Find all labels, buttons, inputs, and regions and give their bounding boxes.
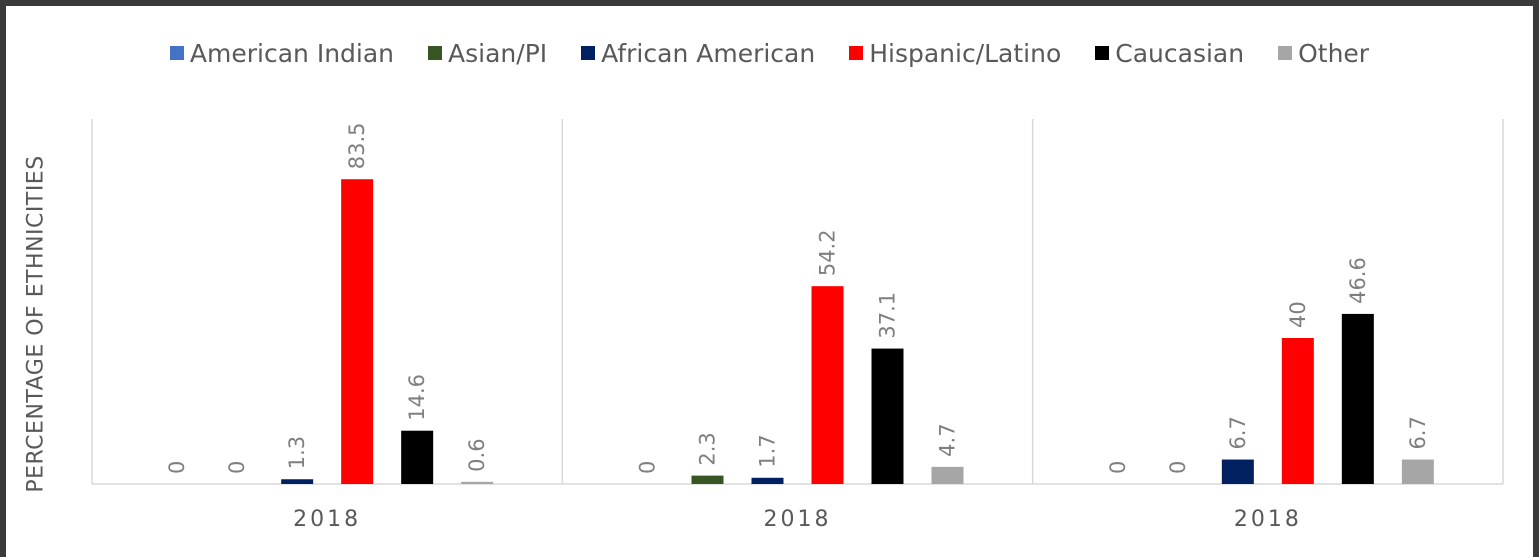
legend-label: American Indian <box>189 38 395 68</box>
bar <box>1401 459 1434 484</box>
bar <box>1221 459 1254 484</box>
data-label: 54.2 <box>816 229 840 276</box>
bar <box>691 475 724 484</box>
data-label: 0 <box>1166 461 1190 474</box>
data-label: 4.7 <box>936 423 960 456</box>
legend-item: Asian/PI <box>428 39 547 68</box>
bar <box>341 179 374 484</box>
bar <box>751 477 784 484</box>
legend-swatch <box>581 46 596 60</box>
legend-item: American Indian <box>169 38 395 68</box>
data-label: 0 <box>1106 461 1130 474</box>
chart-legend: American Indian Asian/PI African American H… <box>6 36 1533 70</box>
x-tick-label: 2018 <box>1234 507 1302 532</box>
data-label: 0 <box>225 461 249 474</box>
data-label: 14.6 <box>405 374 429 421</box>
legend-label: African American <box>601 38 816 68</box>
data-label: 83.5 <box>345 122 369 169</box>
data-label: 0.6 <box>465 438 489 471</box>
data-label: 1.7 <box>756 434 780 467</box>
y-axis-label: PERCENTAGE OF ETHNICITIES <box>23 155 49 493</box>
data-label: 40 <box>1286 301 1310 328</box>
bar <box>281 479 314 484</box>
x-tick-label: 2018 <box>293 507 361 532</box>
legend-label: Hispanic/Latino <box>869 38 1062 68</box>
data-label: 0 <box>165 461 189 474</box>
legend-item: Hispanic/Latino <box>849 39 1061 68</box>
legend-swatch <box>1278 46 1293 60</box>
plot-area: 0 0 1.3 83.5 14.6 0.6 2018 0 2.3 1.7 54.2 37.1 4.7 20… <box>91 119 1504 532</box>
data-label: 46.6 <box>1346 257 1370 304</box>
bar <box>931 466 964 484</box>
data-label: 6.7 <box>1406 416 1430 449</box>
legend-label: Asian/PI <box>448 38 548 68</box>
legend-swatch <box>849 46 864 60</box>
data-label: 37.1 <box>876 292 900 339</box>
data-label: 6.7 <box>1226 416 1250 449</box>
x-tick-label: 2018 <box>764 507 832 532</box>
data-label: 1.3 <box>285 436 309 469</box>
chart-frame: American Indian Asian/PI African American H… <box>6 6 1533 557</box>
legend-item: African American <box>581 39 815 68</box>
bar <box>811 286 844 484</box>
legend-label: Caucasian <box>1115 38 1245 68</box>
legend-swatch <box>169 46 184 60</box>
legend-item: Caucasian <box>1095 39 1244 68</box>
bar <box>401 430 434 484</box>
bar <box>1341 313 1374 484</box>
bar <box>1281 338 1314 484</box>
data-label: 0 <box>636 461 660 474</box>
legend-item: Other <box>1278 39 1369 68</box>
bar <box>461 481 494 484</box>
bar <box>871 348 904 484</box>
legend-label: Other <box>1298 38 1370 68</box>
legend-swatch <box>1095 46 1110 60</box>
legend-swatch <box>428 46 443 60</box>
data-label: 2.3 <box>696 432 720 465</box>
